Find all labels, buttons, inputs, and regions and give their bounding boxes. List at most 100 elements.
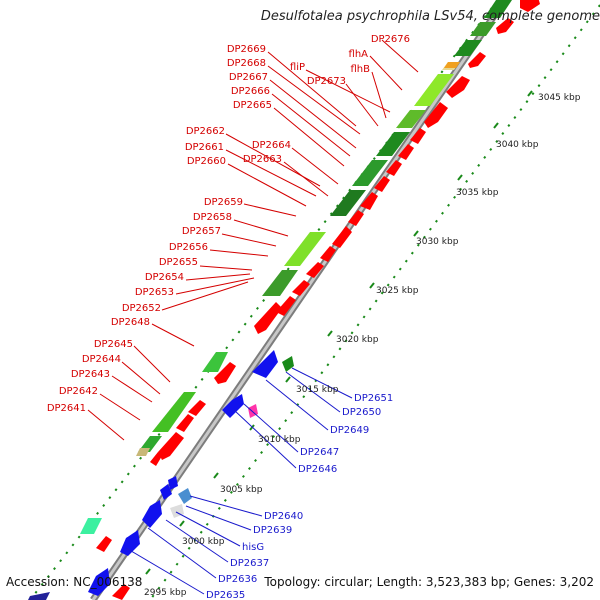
inner-tick	[278, 427, 282, 431]
cds-block[interactable]	[284, 232, 326, 266]
cds-block[interactable]	[454, 40, 482, 56]
gene-arrow[interactable]	[332, 226, 352, 248]
gene-label[interactable]: DP2650	[342, 407, 381, 418]
gene-arrow[interactable]	[374, 176, 390, 192]
gene-arrow[interactable]	[176, 414, 194, 432]
cds-block[interactable]	[396, 110, 426, 128]
gene-arrow[interactable]	[88, 568, 110, 596]
cds-block[interactable]	[330, 190, 366, 216]
gene-arrow[interactable]	[170, 504, 184, 518]
gene-arrow[interactable]	[468, 52, 486, 68]
gene-arrow[interactable]	[410, 128, 426, 144]
gene-label[interactable]: DP2669	[227, 44, 266, 55]
gene-label[interactable]: flhA	[349, 49, 369, 60]
gene-label[interactable]: fliP	[290, 62, 305, 73]
gene-label[interactable]: hisG	[242, 542, 264, 553]
gene-label[interactable]: DP2640	[264, 511, 303, 522]
gene-label[interactable]: DP2641	[47, 403, 86, 414]
gene-label[interactable]: DP2667	[229, 72, 268, 83]
gene-arrow[interactable]	[150, 452, 162, 466]
gene-label[interactable]: DP2643	[71, 369, 110, 380]
gene-arrow[interactable]	[386, 160, 402, 176]
inner-tick	[235, 482, 239, 486]
gene-arrow[interactable]	[446, 76, 470, 98]
gene-label[interactable]: DP2656	[169, 242, 208, 253]
cds-block[interactable]	[444, 62, 460, 68]
gene-label[interactable]: DP2652	[122, 303, 161, 314]
gene-arrow[interactable]	[214, 362, 236, 384]
gene-arrow[interactable]	[160, 484, 172, 500]
gene-label[interactable]: flhB	[351, 64, 371, 75]
gene-label[interactable]: DP2676	[371, 34, 410, 45]
cds-block[interactable]	[352, 160, 388, 186]
gene-arrow[interactable]	[292, 280, 310, 296]
gene-arrow[interactable]	[276, 296, 296, 316]
gene-arrow[interactable]	[348, 210, 364, 226]
gene-label[interactable]: DP2653	[135, 287, 174, 298]
cds-block[interactable]	[414, 74, 454, 106]
cds-block[interactable]	[470, 22, 496, 36]
outer-tick	[139, 456, 143, 460]
gene-arrow[interactable]	[360, 192, 378, 210]
gene-arrow[interactable]	[222, 394, 244, 418]
gene-arrow[interactable]	[158, 432, 184, 460]
gene-arrow[interactable]	[112, 584, 130, 600]
gene-label[interactable]: DP2673	[307, 76, 346, 87]
gene-arrow[interactable]	[252, 350, 278, 378]
gene-label[interactable]: DP2637	[230, 558, 269, 569]
gene-label[interactable]: DP2663	[243, 154, 282, 165]
gene-label[interactable]: DP2661	[185, 142, 224, 153]
inner-tick	[525, 100, 529, 104]
gene-label[interactable]: DP2660	[187, 156, 226, 167]
gene-arrow[interactable]	[398, 144, 414, 160]
outer-tick	[348, 188, 352, 192]
gene-label[interactable]: DP2648	[111, 317, 150, 328]
cds-block[interactable]	[202, 352, 228, 372]
gene-arrow[interactable]	[282, 356, 294, 372]
gene-label[interactable]: DP2646	[298, 464, 337, 475]
gene-label[interactable]: DP2666	[231, 86, 270, 97]
forward-strand-genes	[96, 0, 540, 600]
gene-arrow[interactable]	[248, 404, 258, 418]
gene-arrow[interactable]	[178, 488, 192, 504]
gene-label[interactable]: DP2662	[186, 126, 225, 137]
gene-label[interactable]: DP2659	[204, 197, 243, 208]
gene-label[interactable]: DP2657	[182, 226, 221, 237]
gene-arrow[interactable]	[120, 530, 140, 556]
cds-block[interactable]	[80, 518, 102, 534]
gene-label[interactable]: DP2645	[94, 339, 133, 350]
cds-block[interactable]	[136, 448, 150, 456]
gene-arrow[interactable]	[168, 476, 178, 490]
gene-label[interactable]: DP2642	[59, 386, 98, 397]
gene-label[interactable]: DP2636	[218, 574, 257, 585]
gene-label[interactable]: DP2654	[145, 272, 184, 283]
gene-arrow[interactable]	[320, 246, 336, 262]
label-leader	[291, 147, 339, 185]
gene-label[interactable]: DP2635	[206, 590, 245, 600]
gene-arrow[interactable]	[28, 592, 50, 600]
gene-arrow[interactable]	[520, 0, 540, 12]
gene-label[interactable]: DP2655	[159, 257, 198, 268]
cds-block[interactable]	[376, 132, 410, 156]
gene-label[interactable]: DP2644	[82, 354, 121, 365]
label-leader	[273, 107, 345, 167]
gene-label[interactable]: DP2647	[300, 447, 339, 458]
cds-block[interactable]	[152, 392, 196, 432]
gene-arrow[interactable]	[142, 500, 162, 528]
cds-block[interactable]	[262, 270, 298, 296]
gene-arrow[interactable]	[496, 18, 514, 34]
cds-block[interactable]	[484, 0, 512, 18]
gene-label[interactable]: DP2664	[252, 140, 291, 151]
gene-label[interactable]: DP2668	[227, 58, 266, 69]
gene-label[interactable]: DP2649	[330, 425, 369, 436]
gene-label[interactable]: DP2651	[354, 393, 393, 404]
gene-label[interactable]: DP2639	[253, 525, 292, 536]
gene-label[interactable]: DP2665	[233, 100, 272, 111]
gene-arrow[interactable]	[424, 102, 448, 128]
gene-arrow[interactable]	[96, 536, 112, 552]
gene-arrow[interactable]	[306, 262, 324, 278]
gene-arrow[interactable]	[254, 302, 282, 334]
gene-label[interactable]: DP2658	[193, 212, 232, 223]
gene-arrow[interactable]	[188, 400, 206, 416]
